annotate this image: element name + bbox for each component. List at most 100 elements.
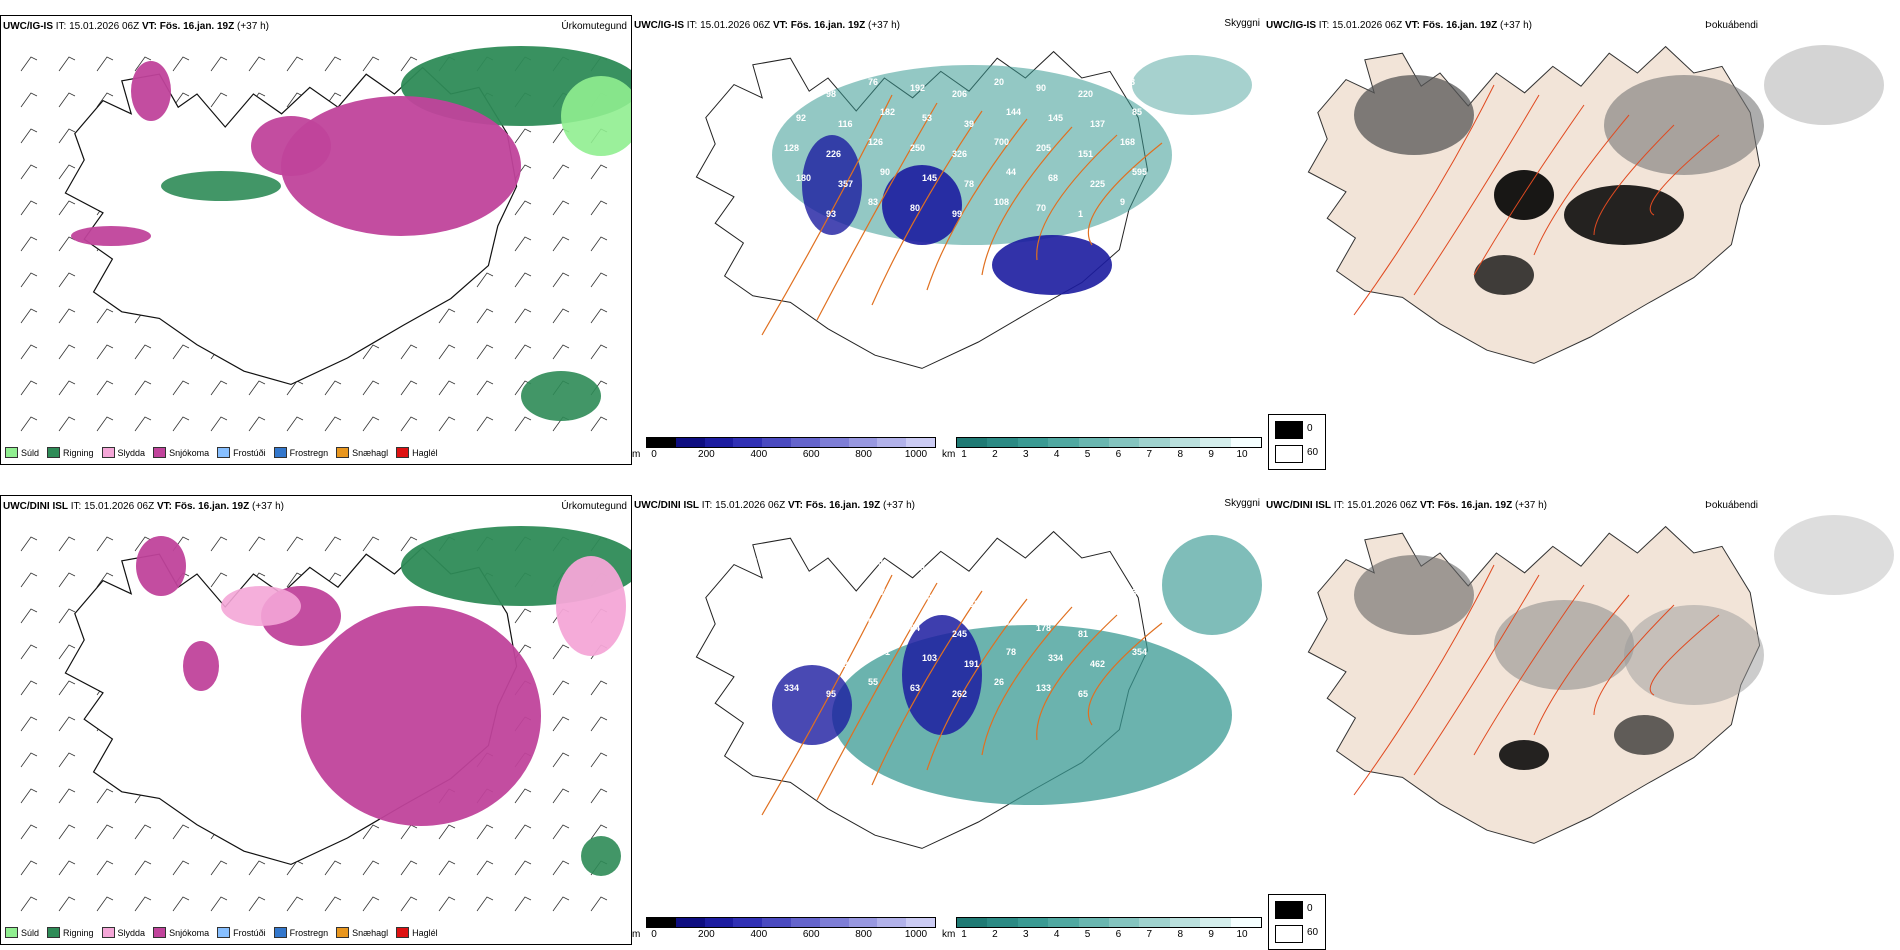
wind-barb [172,380,190,396]
low-cloud-area [992,235,1112,295]
colorbar-tick: 400 [750,449,768,460]
wind-barb [590,896,608,912]
cloud-base-label: 99 [952,209,962,219]
colorbar-tick: 800 [855,449,872,460]
wind-barb [20,308,38,324]
visibility-map-top: 8453987619220620902201488692116182533914… [695,50,1252,369]
cloud-base-label: 369 [1132,587,1147,597]
wind-barb [58,200,76,216]
colorbar-tick: 600 [802,449,820,460]
cloud-base-label: 226 [826,149,841,159]
colorbar-tick: 10 [1236,449,1248,460]
wind-barb [96,536,114,552]
legend-label: Snæhagl [352,447,389,458]
precip-legend-item: Snjókoma [153,447,209,458]
wind-barb [58,128,76,144]
wind-barb [400,56,418,72]
panel-title: UWC/IG-IS IT: 15.01.2026 06Z VT: Fös. 16… [3,21,269,32]
road-line [1036,614,1118,741]
colorbar-cell [957,438,988,447]
low-cloud-area [882,165,962,245]
road-line [926,118,1028,291]
wind-barb [514,128,532,144]
cloud-base-label: 68 [1048,173,1058,183]
low-visibility-area [1162,535,1262,635]
road-line [871,110,983,306]
precip-panel-top: UWC/IG-IS IT: 15.01.2026 06Z VT: Fös. 16… [0,15,632,465]
wind-barb [552,344,570,360]
wind-barb [552,896,570,912]
wind-barb [514,896,532,912]
wind-barb [58,788,76,804]
road-line [816,102,938,321]
colorbar-cell [675,918,705,927]
colorbar-cell [704,918,734,927]
wind-barb [58,92,76,108]
wind-barb [248,860,266,876]
low-visibility-area [832,625,1232,805]
cloud-base-label: 203 [796,653,811,663]
colorbar-cell [877,918,907,927]
wind-barb [590,416,608,432]
legend-label: Haglél [412,927,438,938]
cloud-base-label: 895 [838,659,853,669]
cloud-base-label: 44 [1006,167,1016,177]
wind-barb [58,56,76,72]
cloud-base-label: 70 [1036,203,1046,213]
fog-area [1494,170,1554,220]
low-visibility-area [772,65,1172,245]
fog-area [1764,45,1884,125]
wind-barb [172,896,190,912]
cloud-base-label: 85 [1132,107,1142,117]
wind-barb [134,416,152,432]
legend-label: Frostregn [289,447,329,458]
legend-swatch [396,447,410,458]
legend-swatch [5,927,18,938]
cloud-base-label: 88 [742,197,752,207]
fog-area [1354,555,1474,635]
wind-barb [362,896,380,912]
snow-area [281,96,521,236]
cloud-base-label: 354 [1132,647,1147,657]
snow-area [136,536,186,596]
road-line [1413,574,1540,776]
rain-area [521,371,601,421]
legend-swatch [217,927,231,938]
road-line [1087,622,1163,726]
wind-barb [400,860,418,876]
cloud-base-label: 116 [838,119,853,129]
wind-barb [476,860,494,876]
cloud-base-label: 127 [1006,587,1021,597]
wind-barb [438,824,456,840]
wind-barb [514,788,532,804]
colorbar-tick: 1000 [904,449,928,460]
cloud-base-label: 159 [1036,563,1051,573]
wind-barb [58,308,76,324]
cloud-base-label: 70 [826,629,836,639]
cloud-base-label: 178 [1036,623,1051,633]
visibility-panel-label: Skyggni [1224,18,1260,29]
fog-area [1614,715,1674,755]
wind-barb [438,416,456,432]
wind-barb [96,416,114,432]
cloud-base-label: 78 [826,569,836,579]
legend-swatch [336,447,350,458]
wind-barb [172,56,190,72]
colorbar-cell [848,438,878,447]
wind-barb [20,788,38,804]
wind-barb [552,644,570,660]
wind-barb [172,824,190,840]
fog-area [1564,185,1684,245]
cloud-base-label: 26 [994,677,1004,687]
cloud-base-label: 168 [1120,137,1135,147]
wind-barb [514,236,532,252]
legend-swatch [273,447,287,458]
colorbar-tick: 4 [1053,929,1060,940]
wind-barb [210,572,228,588]
legend-label: Rigning [63,927,94,938]
wind-barb [590,788,608,804]
wind-barb [134,824,152,840]
colorbar-unit: km [942,929,956,940]
colorbar-tick: 9 [1208,929,1214,940]
wind-barb [58,896,76,912]
